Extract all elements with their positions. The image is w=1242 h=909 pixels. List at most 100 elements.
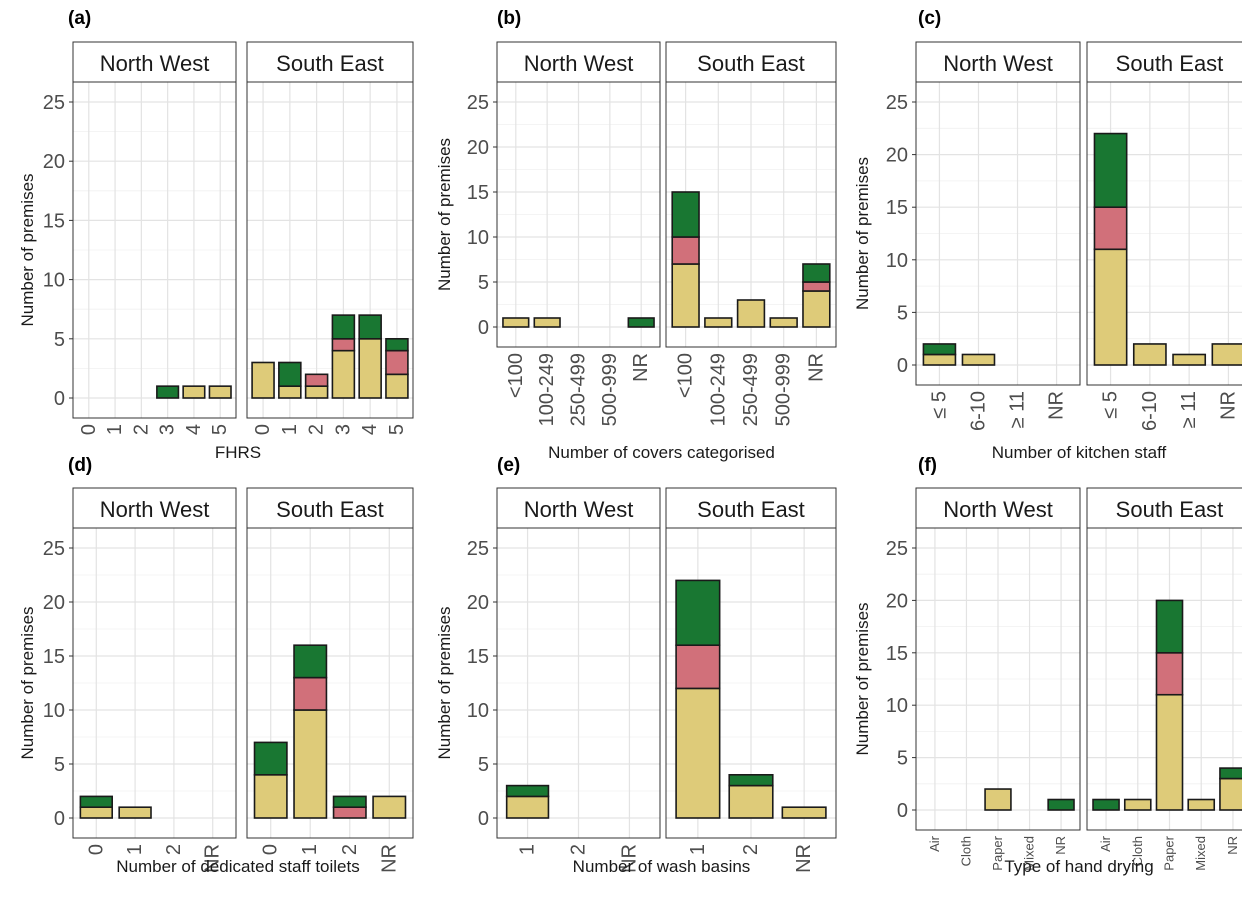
y-tick-label: 15 xyxy=(43,210,65,232)
bar-noncompliant xyxy=(961,353,996,366)
y-tick-label: 20 xyxy=(886,145,908,167)
x-tick-label: Paper xyxy=(1162,835,1177,870)
bar-noncompliant xyxy=(802,290,831,328)
bar-noncompliant xyxy=(533,317,561,328)
x-tick-label: NR xyxy=(378,844,400,873)
x-tick-label: 1 xyxy=(687,844,709,855)
bar-noncompliant xyxy=(736,299,766,328)
x-tick-label: <100 xyxy=(675,353,697,398)
bar-noncompliant xyxy=(769,317,798,328)
panel-tag: (a) xyxy=(68,8,91,29)
x-tick-label: 2 xyxy=(339,844,361,855)
bar-compliant xyxy=(1093,132,1128,208)
bar-partial xyxy=(675,644,721,690)
y-axis-title: Number of premises xyxy=(18,173,37,326)
facet-label: North West xyxy=(524,51,634,76)
y-tick-label: 20 xyxy=(43,592,65,614)
x-tick-label: 0 xyxy=(78,424,100,435)
facet-strip xyxy=(496,41,661,83)
x-tick-label: 100-249 xyxy=(536,353,558,426)
x-tick-label: 4 xyxy=(359,424,381,435)
bar-partial xyxy=(331,337,356,352)
panel-tag: (d) xyxy=(68,455,92,476)
bar-compliant xyxy=(671,191,700,238)
x-tick-label: NR xyxy=(630,353,652,382)
bar-noncompliant xyxy=(502,317,530,328)
y-tick-label: 25 xyxy=(886,538,908,560)
bar-noncompliant xyxy=(1155,693,1184,811)
x-tick-label: 250-499 xyxy=(740,353,762,426)
bar-noncompliant xyxy=(278,385,302,399)
facet-panel: North West 1 2 NR xyxy=(496,487,661,873)
x-tick-label: 6-10 xyxy=(1139,391,1161,431)
x-tick-label: 6-10 xyxy=(967,391,989,431)
bar-noncompliant xyxy=(1132,343,1167,366)
x-tick-label: 2 xyxy=(163,844,185,855)
y-tick-label: 0 xyxy=(478,317,489,339)
bar-noncompliant xyxy=(1123,798,1152,811)
y-axis-title: Number of premises xyxy=(853,157,872,310)
panel-border xyxy=(915,527,1081,831)
y-tick-label: 10 xyxy=(886,695,908,717)
x-tick-label: Air xyxy=(927,835,942,852)
bar-compliant xyxy=(728,773,774,787)
bar-noncompliant xyxy=(385,373,409,399)
bar-noncompliant xyxy=(253,773,288,819)
bar-compliant xyxy=(505,784,550,798)
facet-label: North West xyxy=(943,497,1053,522)
bar-noncompliant xyxy=(505,795,550,819)
facet-strip xyxy=(1086,487,1242,529)
panel-border xyxy=(1086,81,1242,386)
bar-compliant xyxy=(332,795,367,809)
bar-compliant xyxy=(79,795,113,809)
x-tick-label: 1 xyxy=(299,844,321,855)
x-axis-title: Number of wash basins xyxy=(573,857,751,876)
facet-strip xyxy=(915,41,1081,83)
x-tick-label: 3 xyxy=(157,424,179,435)
x-tick-label: 500-999 xyxy=(599,353,621,426)
panel-border xyxy=(665,81,837,348)
bar-noncompliant xyxy=(304,385,329,399)
y-tick-label: 5 xyxy=(54,754,65,776)
bar-compliant xyxy=(1092,798,1120,811)
x-tick-label: Mixed xyxy=(1022,836,1037,871)
x-tick-label: 2 xyxy=(306,424,328,435)
bar-noncompliant xyxy=(1093,248,1128,366)
bar-partial xyxy=(332,806,367,819)
bar-noncompliant xyxy=(251,361,275,399)
chart-2: (c) North West ≤ 5 6-10 ≥ 11 NR South East ≤ 5 6… xyxy=(853,8,1242,462)
bar-noncompliant xyxy=(704,317,733,328)
facet-strip xyxy=(665,41,837,83)
panel-tag: (b) xyxy=(497,8,521,29)
facet-label: South East xyxy=(276,497,384,522)
facet-panel: North West 0 1 2 3 4 5 xyxy=(72,41,237,435)
x-tick-label: Mixed xyxy=(1193,836,1208,871)
bar-noncompliant xyxy=(372,795,407,819)
facet-panel: North West 0 1 2 NR xyxy=(72,487,237,873)
facet-strip xyxy=(72,41,237,83)
bar-noncompliant xyxy=(182,385,206,399)
facet-panel: South East 0 1 2 3 4 5 xyxy=(246,41,414,435)
x-tick-label: NR xyxy=(1217,391,1239,420)
x-axis-title: FHRS xyxy=(215,443,261,462)
facet-label: South East xyxy=(697,51,805,76)
bar-compliant xyxy=(278,361,302,387)
bar-partial xyxy=(671,236,700,265)
panel-border xyxy=(246,527,414,839)
x-axis-title: Number of kitchen staff xyxy=(992,443,1167,462)
bar-compliant xyxy=(802,263,831,283)
panel-border xyxy=(72,81,237,419)
y-tick-label: 0 xyxy=(54,808,65,830)
x-tick-label: NR xyxy=(805,353,827,382)
facet-panel: North West Air Cloth Paper Mixed NR xyxy=(915,487,1081,871)
x-tick-label: ≤ 5 xyxy=(928,391,950,419)
x-tick-label: NR xyxy=(1053,836,1068,855)
chart-1: (b) North West <100 100-249 250-499 500-999 NR… xyxy=(435,8,837,462)
x-tick-label: 2 xyxy=(568,844,590,855)
x-tick-label: Paper xyxy=(990,835,1005,870)
x-tick-label: NR xyxy=(202,844,224,873)
facet-label: South East xyxy=(1116,51,1224,76)
facet-strip xyxy=(246,41,414,83)
facet-strip xyxy=(1086,41,1242,83)
